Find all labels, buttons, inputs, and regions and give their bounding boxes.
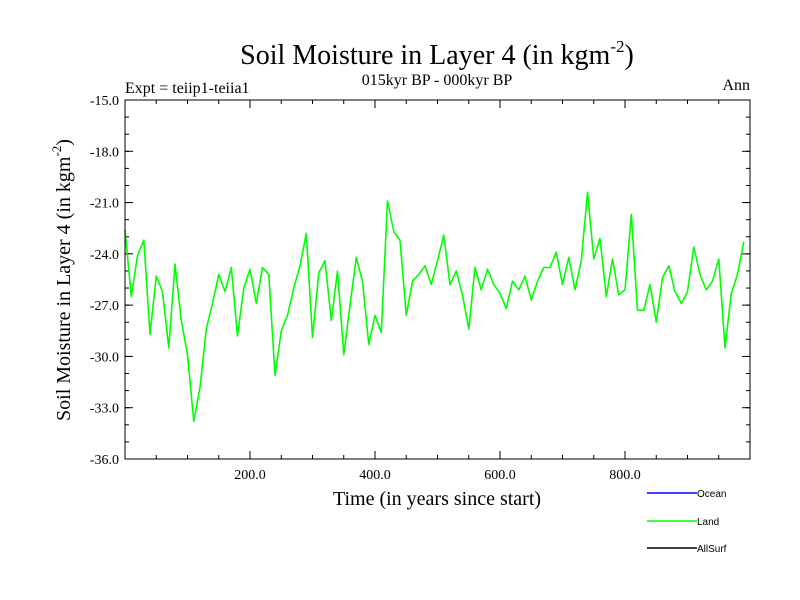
x-tick-label: 600.0 [484,468,516,483]
x-tick-label: 400.0 [359,468,391,483]
y-tick-label: -30.0 [90,350,119,365]
x-tick-label: 800.0 [609,468,641,483]
y-axis-label-close: ) [53,139,75,146]
experiment-label: Expt = teiip1-teiia1 [125,80,250,97]
chart-title-main: Soil Moisture in Layer 4 (in kgm [240,40,610,71]
series-group [124,191,745,423]
y-axis-label: Soil Moisture in Layer 4 (in kgm-2) [49,139,75,421]
season-label: Ann [722,77,750,94]
chart-title-close: ) [625,40,634,71]
y-axis-label-superscript: -2 [49,146,64,157]
y-axis-label-main: Soil Moisture in Layer 4 (in kgm [53,156,75,421]
legend-label-allsurf: AllSurf [697,544,727,555]
plot-frame [124,99,751,460]
legend-label-land: Land [697,517,719,528]
y-tick-label: -33.0 [90,402,119,417]
series-line-land [124,191,745,423]
y-tick-label: -18.0 [90,145,119,160]
chart-title-superscript: -2 [610,37,624,56]
axis-ticks [125,99,750,460]
y-tick-label: -24.0 [90,248,119,263]
y-tick-label: -36.0 [90,453,119,468]
chart-title: Soil Moisture in Layer 4 (in kgm-2) [240,37,634,71]
chart-subtitle: 015kyr BP - 000kyr BP [362,72,513,89]
y-tick-label: -27.0 [90,299,119,314]
legend: Ocean Land AllSurf [647,489,727,555]
legend-label-ocean: Ocean [697,489,726,500]
x-tick-label: 200.0 [234,468,266,483]
x-axis-label: Time (in years since start) [333,488,541,510]
y-tick-label: -21.0 [90,197,119,212]
tick-labels: -15.0 -18.0 -21.0 -24.0 -27.0 -30.0 -33.0 -36.0… [90,94,641,483]
y-tick-label: -15.0 [90,94,119,109]
